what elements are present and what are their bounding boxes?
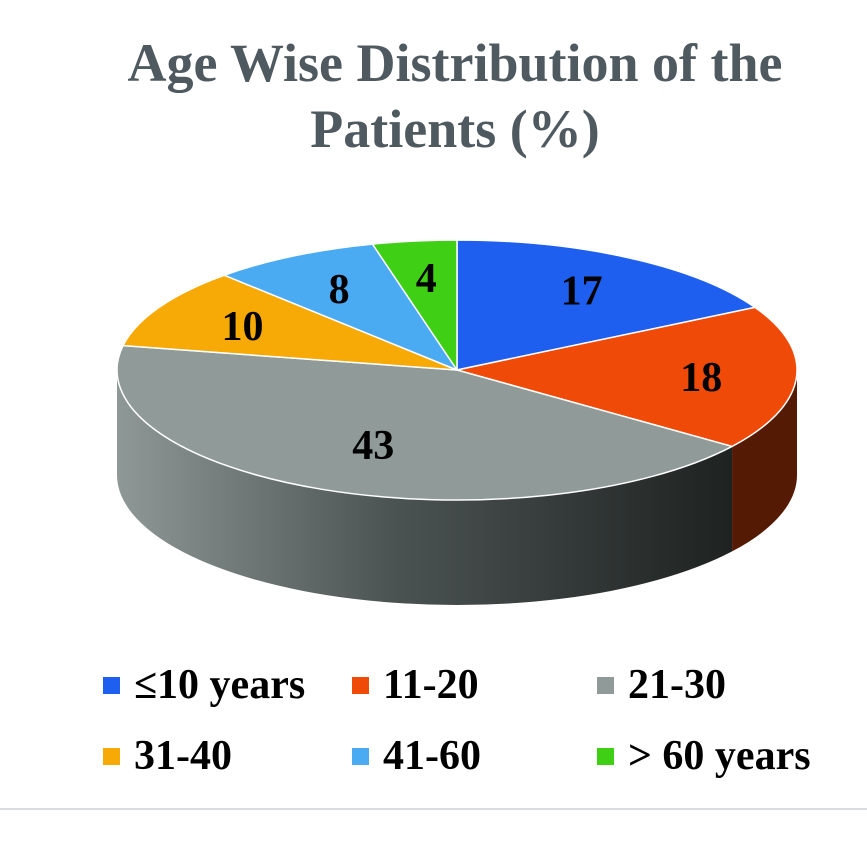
data-label-41-60: 8 <box>329 267 350 313</box>
pie-slice-21-30 <box>116 344 733 501</box>
pie-slice-41-60 <box>223 243 458 371</box>
data-label-31-40: 10 <box>222 304 264 350</box>
chart-title-line-2: Patients (%) <box>310 99 600 159</box>
data-label-10-years: 17 <box>561 268 603 314</box>
pie-data-labels: 17 18 43 10 8 4 <box>222 256 723 469</box>
pie-wall-11-20 <box>732 370 797 552</box>
bottom-divider <box>0 808 867 810</box>
data-label-60-years: 4 <box>416 256 437 302</box>
pie-side-walls <box>117 370 797 605</box>
pie-slice-10-years <box>456 239 756 371</box>
pie-slice-60-years <box>371 239 458 371</box>
pie-slice-11-20 <box>456 306 798 448</box>
chart-title: Age Wise Distribution of the Patients (%… <box>60 30 850 162</box>
chart-title-line-1: Age Wise Distribution of the <box>127 33 783 93</box>
data-label-21-30: 43 <box>352 423 394 469</box>
pie-top-face <box>116 239 798 501</box>
data-label-11-20: 18 <box>680 355 722 401</box>
pie-wall-21-30 <box>117 370 733 605</box>
pie-slice-31-40 <box>122 274 458 371</box>
